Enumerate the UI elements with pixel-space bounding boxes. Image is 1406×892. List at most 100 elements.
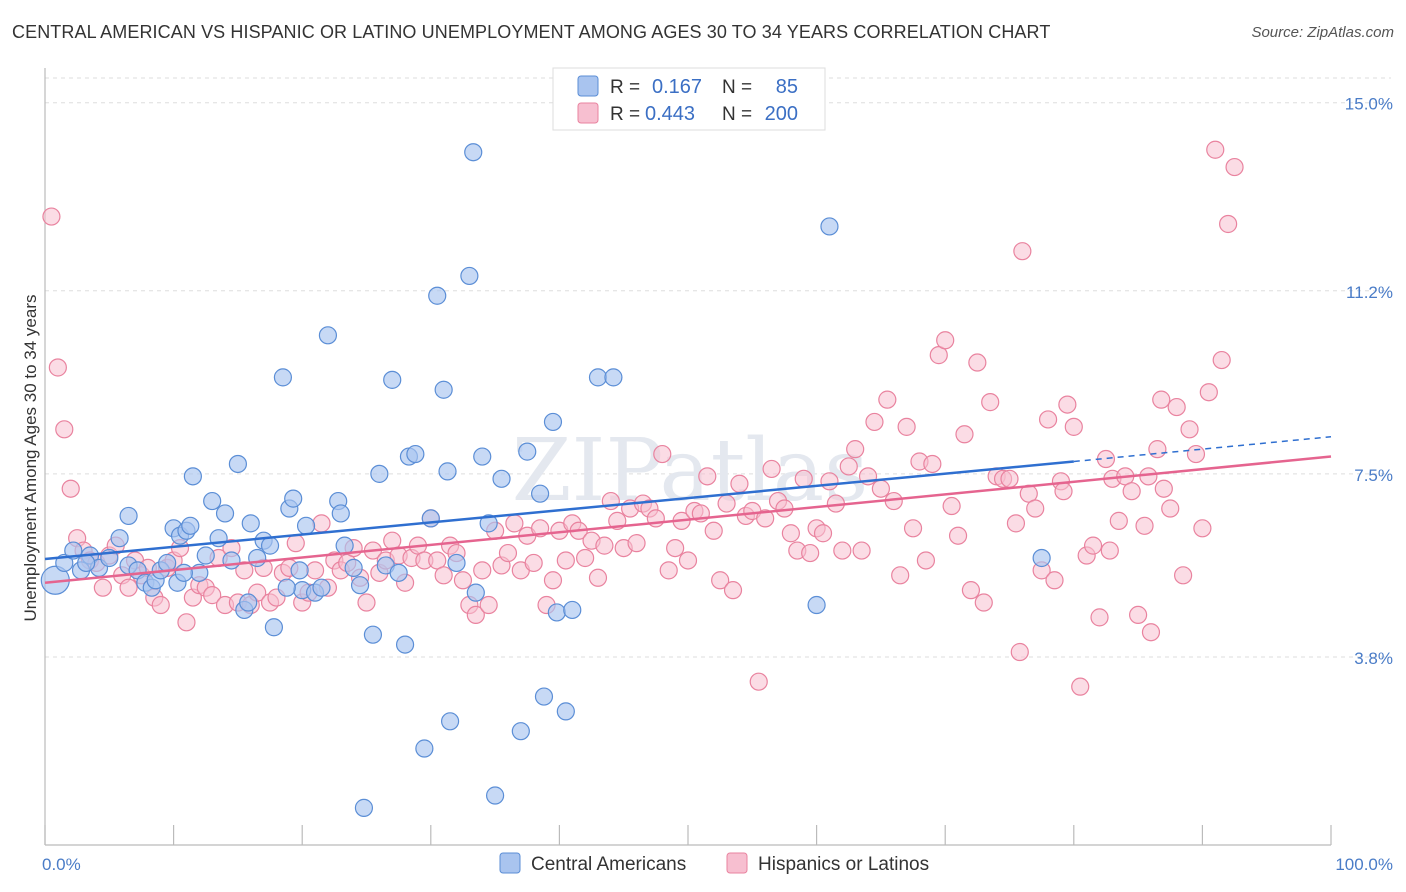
hispanic-point xyxy=(119,578,138,597)
hispanic-point xyxy=(1154,479,1173,498)
central-american-point xyxy=(174,563,193,582)
hispanic-point xyxy=(203,586,222,605)
trend-lines xyxy=(44,436,1332,584)
hispanic-point xyxy=(762,459,781,479)
central-american-point xyxy=(464,143,483,162)
hispanic-point xyxy=(1148,440,1167,459)
central-american-point xyxy=(473,447,492,466)
hispanics-trend-line xyxy=(44,455,1332,584)
hispanic-point xyxy=(659,561,678,580)
hispanic-point xyxy=(588,568,608,587)
hispanic-point xyxy=(749,672,768,691)
legend-n-value-pink: 200 xyxy=(765,103,798,125)
hispanic-point xyxy=(1054,482,1073,501)
hispanic-point xyxy=(627,534,646,553)
hispanic-point xyxy=(1152,390,1171,409)
hispanic-point xyxy=(479,595,498,615)
hispanic-point xyxy=(1141,623,1161,642)
hispanic-point xyxy=(1000,469,1019,488)
hispanic-point xyxy=(878,390,897,409)
central-american-point xyxy=(466,583,485,602)
hispanic-point xyxy=(903,519,923,538)
central-american-point xyxy=(479,514,498,533)
hispanic-point xyxy=(1174,566,1193,585)
central-american-point xyxy=(241,514,260,533)
hispanic-point xyxy=(955,425,974,444)
hispanic-point xyxy=(801,543,820,563)
central-american-point xyxy=(440,712,460,731)
hispanic-point xyxy=(704,521,723,540)
hispanic-point xyxy=(93,578,112,597)
bottom-legend-swatch-blue xyxy=(499,852,521,874)
hispanic-point xyxy=(1026,499,1045,518)
central-american-point xyxy=(119,506,138,526)
hispanic-point xyxy=(357,593,376,612)
hispanic-point xyxy=(961,581,981,600)
hispanic-point xyxy=(923,454,942,474)
hispanic-point xyxy=(312,514,331,533)
central-american-point xyxy=(556,702,575,721)
hispanic-point xyxy=(1193,519,1212,538)
central-american-point xyxy=(547,603,566,622)
hispanic-point xyxy=(968,353,987,372)
hispanic-point xyxy=(781,524,800,543)
hispanic-point xyxy=(891,566,910,585)
central-american-point xyxy=(492,469,511,488)
hispanic-point xyxy=(1090,608,1109,627)
chart-title: CENTRAL AMERICAN VS HISPANIC OR LATINO U… xyxy=(12,22,1051,42)
central-american-point xyxy=(183,467,202,486)
hispanic-point xyxy=(556,551,575,570)
hispanic-point xyxy=(794,469,813,488)
y-tick-label: 3.8% xyxy=(1354,649,1393,668)
hispanic-point xyxy=(1206,140,1225,159)
central-american-point xyxy=(203,491,222,511)
hispanic-point xyxy=(948,526,968,545)
central-american-point xyxy=(350,576,370,595)
y-tick-label: 15.0% xyxy=(1345,95,1393,114)
hispanic-point xyxy=(865,412,884,432)
central-american-point xyxy=(196,546,215,565)
central-american-point xyxy=(296,516,316,535)
bottom-legend-label-blue: Central Americans xyxy=(531,854,686,875)
hispanic-point xyxy=(897,417,916,436)
central-american-point xyxy=(588,368,608,387)
hispanic-point xyxy=(717,494,736,513)
central-american-point xyxy=(318,326,338,345)
central-american-point xyxy=(239,593,258,612)
axes-layer xyxy=(44,68,1332,846)
series-hispanics-or-latinos xyxy=(42,140,1244,696)
series-legend: Central Americans Hispanics or Latinos xyxy=(499,852,929,875)
central-american-point xyxy=(511,722,530,741)
legend-r-label-blue: R = xyxy=(610,77,640,98)
hispanic-point xyxy=(61,479,80,498)
hispanic-point xyxy=(820,472,839,491)
hispanic-point xyxy=(505,514,524,533)
hispanic-point xyxy=(730,474,749,493)
tick-labels: 3.8% 7.5% 11.2% 15.0% 0.0% 100.0% xyxy=(42,95,1393,874)
central-american-point xyxy=(807,595,826,615)
legend-r-label-pink: R = xyxy=(610,104,640,125)
hispanic-point xyxy=(936,331,955,350)
hispanic-point xyxy=(305,561,325,580)
hispanic-point xyxy=(453,571,473,590)
central-american-point xyxy=(486,786,505,805)
hispanic-point xyxy=(1010,642,1029,662)
central-american-point xyxy=(273,368,293,387)
central-american-point xyxy=(438,462,457,481)
hispanic-point xyxy=(466,605,485,625)
central-american-point xyxy=(389,563,408,582)
central-american-point xyxy=(363,625,383,644)
central-american-point xyxy=(290,561,309,580)
central-american-point xyxy=(383,370,402,389)
chart-source: Source: ZipAtlas.com xyxy=(1251,24,1394,41)
hispanic-point xyxy=(756,509,775,528)
hispanic-point xyxy=(48,358,67,377)
hispanic-point xyxy=(1225,157,1244,177)
central-american-point xyxy=(264,618,284,637)
hispanic-point xyxy=(1161,499,1180,518)
central-american-point xyxy=(434,380,453,399)
hispanic-point xyxy=(1199,383,1218,402)
central-american-point xyxy=(1032,548,1051,568)
central-american-point xyxy=(110,529,129,548)
